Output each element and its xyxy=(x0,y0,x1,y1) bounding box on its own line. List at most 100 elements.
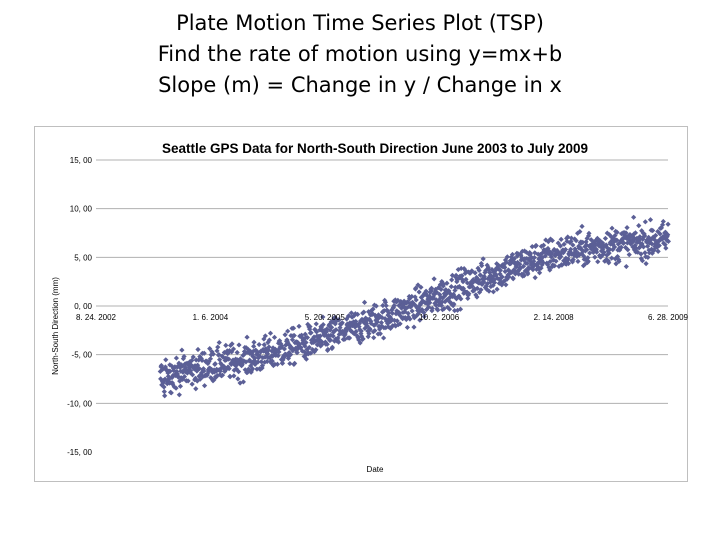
data-point xyxy=(573,248,579,254)
data-point xyxy=(587,250,593,256)
data-point xyxy=(608,239,614,245)
data-point xyxy=(174,371,181,377)
x-tick-label: 5. 20. 2005 xyxy=(305,313,346,322)
data-point xyxy=(509,257,515,264)
data-point xyxy=(603,242,609,248)
data-point xyxy=(305,351,312,357)
data-point xyxy=(623,263,629,270)
data-point xyxy=(177,365,183,371)
data-point xyxy=(542,253,549,259)
data-point xyxy=(416,305,422,311)
data-point xyxy=(391,317,398,324)
data-point xyxy=(249,351,255,357)
data-point xyxy=(592,238,599,244)
data-point xyxy=(458,265,464,272)
data-point xyxy=(366,316,372,322)
data-point xyxy=(263,346,269,352)
data-point xyxy=(357,340,363,346)
data-point xyxy=(513,269,519,275)
data-point xyxy=(437,301,443,307)
data-point xyxy=(165,370,171,376)
data-point xyxy=(603,256,610,263)
data-point xyxy=(361,299,368,305)
data-point xyxy=(368,307,375,314)
data-point xyxy=(556,263,562,269)
data-point xyxy=(537,251,543,258)
data-point xyxy=(646,250,652,256)
data-point xyxy=(402,309,408,315)
data-point xyxy=(248,368,255,374)
data-point xyxy=(428,285,435,291)
data-point xyxy=(486,276,492,282)
data-point xyxy=(194,368,200,374)
data-point xyxy=(169,375,175,381)
data-point xyxy=(644,243,651,249)
data-point xyxy=(388,324,394,330)
data-point xyxy=(626,252,632,258)
data-point xyxy=(621,240,627,246)
data-point xyxy=(479,281,485,288)
data-point xyxy=(288,351,294,358)
data-point xyxy=(415,311,421,317)
data-point xyxy=(469,283,475,289)
data-point xyxy=(487,270,493,276)
data-point xyxy=(609,255,615,261)
data-point xyxy=(658,225,665,231)
data-point xyxy=(602,258,608,264)
slide-title-line-3: Slope (m) = Change in y / Change in x xyxy=(158,73,562,97)
data-point xyxy=(483,267,490,273)
data-point xyxy=(481,273,487,279)
data-point xyxy=(346,335,353,341)
data-point xyxy=(314,329,320,335)
data-point xyxy=(454,277,460,283)
data-point xyxy=(611,244,618,250)
data-point xyxy=(461,265,467,272)
data-point xyxy=(275,340,282,346)
data-point xyxy=(371,302,378,308)
data-point xyxy=(638,251,644,257)
y-tick-label: -10, 00 xyxy=(67,399,92,408)
data-point xyxy=(519,255,525,261)
x-axis-label: Date xyxy=(367,465,384,474)
data-point xyxy=(570,242,576,248)
data-point xyxy=(380,302,386,309)
data-point xyxy=(543,237,549,243)
data-point xyxy=(441,306,447,312)
data-point xyxy=(329,344,335,350)
data-point xyxy=(359,316,365,322)
data-point xyxy=(178,368,184,374)
data-point xyxy=(613,261,619,267)
data-point xyxy=(584,247,590,253)
data-point xyxy=(505,272,511,278)
data-point xyxy=(401,301,407,308)
data-point xyxy=(499,282,505,288)
y-tick-label: -5, 00 xyxy=(72,351,93,360)
data-point xyxy=(452,287,458,293)
data-point xyxy=(217,368,223,374)
data-point xyxy=(557,243,564,249)
data-point xyxy=(484,286,490,292)
data-point xyxy=(171,368,177,374)
data-point xyxy=(169,363,175,369)
data-point xyxy=(226,366,232,372)
data-point xyxy=(356,320,363,327)
data-point xyxy=(393,311,399,317)
data-point xyxy=(189,357,195,364)
data-point xyxy=(509,251,516,258)
data-point xyxy=(415,282,421,288)
data-point xyxy=(267,330,274,336)
data-point xyxy=(581,261,588,268)
data-point xyxy=(651,234,657,240)
data-point xyxy=(167,368,173,374)
data-point xyxy=(367,327,373,333)
data-point xyxy=(311,339,317,346)
data-point xyxy=(158,376,164,382)
data-point xyxy=(379,315,385,321)
data-point xyxy=(517,265,524,271)
data-point xyxy=(295,346,301,352)
data-point xyxy=(586,233,592,239)
data-point xyxy=(424,292,430,299)
data-point xyxy=(265,339,271,346)
y-tick-label: 15, 00 xyxy=(70,156,93,165)
data-point xyxy=(646,234,652,240)
